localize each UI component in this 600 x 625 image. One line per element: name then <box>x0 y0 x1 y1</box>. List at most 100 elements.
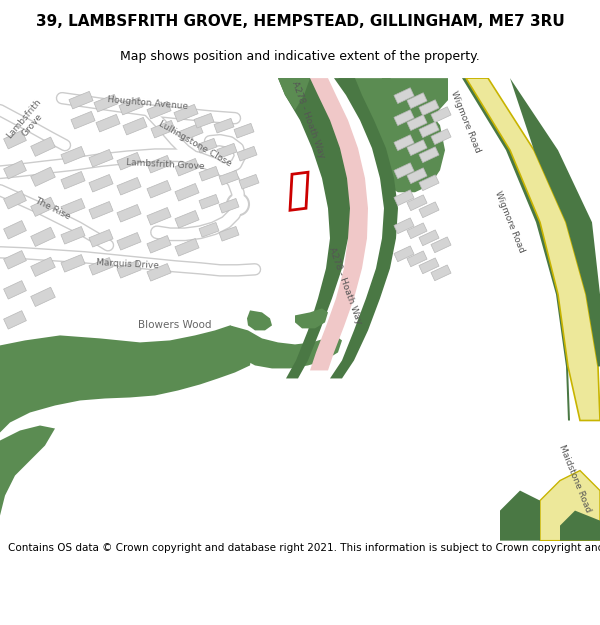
Polygon shape <box>147 208 171 225</box>
Polygon shape <box>394 163 414 179</box>
Polygon shape <box>419 258 439 274</box>
Polygon shape <box>394 190 414 206</box>
Polygon shape <box>407 251 427 267</box>
Text: 39, LAMBSFRITH GROVE, HEMPSTEAD, GILLINGHAM, ME7 3RU: 39, LAMBSFRITH GROVE, HEMPSTEAD, GILLING… <box>35 14 565 29</box>
Polygon shape <box>278 78 310 110</box>
Polygon shape <box>326 78 398 379</box>
Polygon shape <box>419 122 439 138</box>
Polygon shape <box>0 426 55 541</box>
Polygon shape <box>147 236 171 253</box>
Text: Contains OS data © Crown copyright and database right 2021. This information is : Contains OS data © Crown copyright and d… <box>8 543 600 553</box>
Polygon shape <box>4 161 26 179</box>
Polygon shape <box>4 281 26 299</box>
Polygon shape <box>328 78 445 192</box>
Polygon shape <box>199 194 219 209</box>
Polygon shape <box>540 471 600 541</box>
Polygon shape <box>89 149 113 167</box>
Polygon shape <box>230 326 342 369</box>
Polygon shape <box>394 88 414 104</box>
Polygon shape <box>94 94 118 112</box>
Text: Map shows position and indicative extent of the property.: Map shows position and indicative extent… <box>120 50 480 62</box>
Polygon shape <box>89 201 113 219</box>
Polygon shape <box>407 168 427 184</box>
Text: Marquis Drive: Marquis Drive <box>97 258 160 271</box>
Polygon shape <box>117 177 141 195</box>
Text: Blowers Wood: Blowers Wood <box>138 321 212 331</box>
Polygon shape <box>147 156 171 173</box>
Polygon shape <box>175 239 199 256</box>
Polygon shape <box>117 261 141 278</box>
Polygon shape <box>89 229 113 247</box>
Polygon shape <box>419 202 439 217</box>
Polygon shape <box>431 129 451 144</box>
Polygon shape <box>31 227 55 246</box>
Text: Wigmore Road: Wigmore Road <box>493 190 527 254</box>
Polygon shape <box>234 123 254 138</box>
Polygon shape <box>431 237 451 252</box>
Polygon shape <box>31 257 55 276</box>
Polygon shape <box>247 311 272 331</box>
Polygon shape <box>117 204 141 222</box>
Polygon shape <box>147 181 171 198</box>
Polygon shape <box>295 308 328 328</box>
Polygon shape <box>378 78 448 132</box>
Polygon shape <box>4 191 26 209</box>
Polygon shape <box>448 78 570 421</box>
Polygon shape <box>488 78 600 366</box>
Text: Maidstone Road: Maidstone Road <box>557 443 593 514</box>
Polygon shape <box>179 123 203 141</box>
Polygon shape <box>117 232 141 250</box>
Polygon shape <box>175 159 199 176</box>
Text: A278 - Hoath Way: A278 - Hoath Way <box>327 246 363 325</box>
Polygon shape <box>214 118 234 133</box>
Polygon shape <box>466 78 600 421</box>
Polygon shape <box>61 254 85 272</box>
Polygon shape <box>419 230 439 246</box>
Text: Lambsfrith
Grove: Lambsfrith Grove <box>5 98 51 147</box>
Text: The Rise: The Rise <box>32 196 71 221</box>
Polygon shape <box>31 167 55 186</box>
Polygon shape <box>237 146 257 161</box>
Text: Wigmore Road: Wigmore Road <box>449 90 482 154</box>
Polygon shape <box>96 114 120 132</box>
Polygon shape <box>407 140 427 156</box>
Polygon shape <box>151 121 175 138</box>
Polygon shape <box>217 143 237 158</box>
Polygon shape <box>394 110 414 126</box>
Text: A278 - Hoath Way: A278 - Hoath Way <box>290 81 326 160</box>
Polygon shape <box>61 146 85 164</box>
Polygon shape <box>147 264 171 281</box>
Text: Houghton Avenue: Houghton Avenue <box>107 95 189 111</box>
Polygon shape <box>302 78 368 371</box>
Polygon shape <box>117 152 141 170</box>
Polygon shape <box>394 135 414 151</box>
Polygon shape <box>560 511 600 541</box>
Circle shape <box>227 193 249 215</box>
Polygon shape <box>4 131 26 149</box>
Polygon shape <box>89 174 113 192</box>
Polygon shape <box>219 171 239 185</box>
Polygon shape <box>419 100 439 116</box>
Polygon shape <box>61 171 85 189</box>
Polygon shape <box>147 101 171 119</box>
Polygon shape <box>194 113 214 128</box>
Polygon shape <box>407 92 427 109</box>
Polygon shape <box>31 288 55 306</box>
Polygon shape <box>431 107 451 123</box>
Polygon shape <box>407 115 427 131</box>
Polygon shape <box>175 211 199 228</box>
Polygon shape <box>4 251 26 269</box>
Polygon shape <box>61 199 85 216</box>
Polygon shape <box>239 174 259 189</box>
Polygon shape <box>31 197 55 216</box>
Polygon shape <box>31 137 55 156</box>
Polygon shape <box>69 91 93 109</box>
Polygon shape <box>123 118 147 135</box>
Polygon shape <box>219 226 239 241</box>
Polygon shape <box>431 265 451 281</box>
Polygon shape <box>407 223 427 239</box>
Polygon shape <box>61 226 85 244</box>
Polygon shape <box>394 218 414 234</box>
Polygon shape <box>0 326 252 541</box>
Polygon shape <box>419 147 439 162</box>
